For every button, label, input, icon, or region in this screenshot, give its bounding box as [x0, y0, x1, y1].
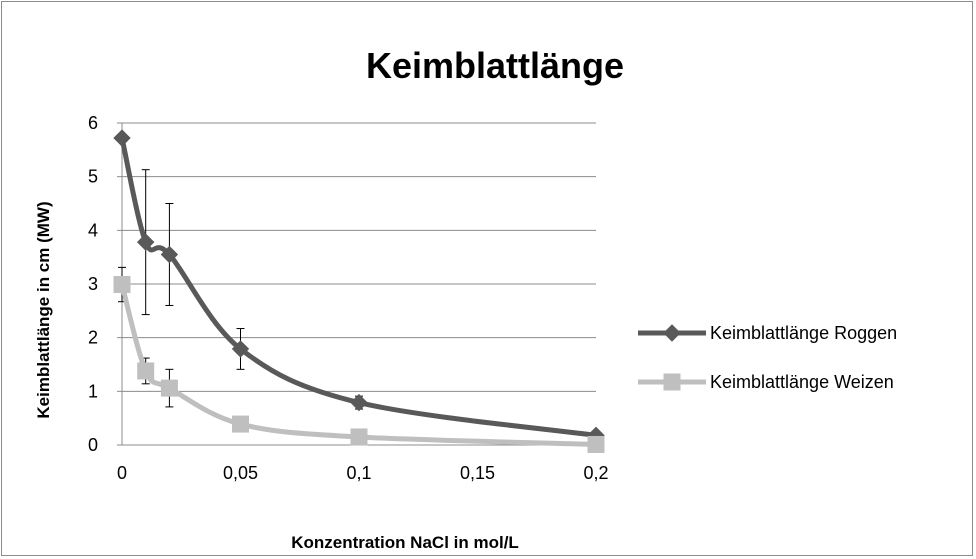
legend-swatch-marker: [663, 324, 681, 342]
legend-label: Keimblattlänge Weizen: [710, 372, 894, 392]
chart-title: Keimblattlänge: [366, 45, 624, 86]
legend-swatch-marker: [663, 373, 681, 391]
y-axis-label: Keimblattlänge in cm (MW): [34, 201, 53, 418]
data-point: [350, 428, 368, 446]
series-line: [119, 282, 599, 447]
x-tick-label: 0: [117, 463, 127, 483]
x-axis-label: Konzentration NaCl in mol/L: [291, 533, 519, 552]
y-tick-label: 3: [88, 274, 98, 294]
x-tick-label: 0,15: [460, 463, 495, 483]
series-line: [119, 135, 599, 438]
y-tick-labels: 0 1 2 3 4 5 6: [88, 113, 98, 455]
data-point: [136, 233, 155, 251]
data-point: [160, 379, 178, 397]
y-tick-label: 4: [88, 220, 98, 240]
data-point: [113, 276, 131, 294]
legend: Keimblattlänge Roggen Keimblattlänge Weiz…: [638, 323, 897, 392]
x-tick-label: 0,2: [583, 463, 608, 483]
data-point: [160, 245, 179, 264]
y-tick-label: 0: [88, 435, 98, 455]
data-point: [231, 340, 250, 358]
data-point: [232, 415, 249, 433]
x-tick-labels: 0 0,05 0,1 0,15 0,2: [117, 463, 609, 483]
y-tick-label: 5: [88, 167, 98, 187]
series-markers: [113, 129, 605, 453]
y-tick-label: 1: [88, 381, 98, 401]
legend-label: Keimblattlänge Roggen: [710, 323, 897, 343]
data-point: [113, 129, 131, 147]
data-point: [350, 393, 368, 412]
x-tick-label: 0,05: [223, 463, 258, 483]
data-point: [587, 435, 605, 453]
data-point: [137, 362, 155, 380]
x-tick-label: 0,1: [346, 463, 371, 483]
y-tick-label: 6: [88, 113, 98, 133]
error-bars: [118, 169, 363, 410]
y-tick-label: 2: [88, 328, 98, 348]
gridlines: [122, 122, 596, 392]
